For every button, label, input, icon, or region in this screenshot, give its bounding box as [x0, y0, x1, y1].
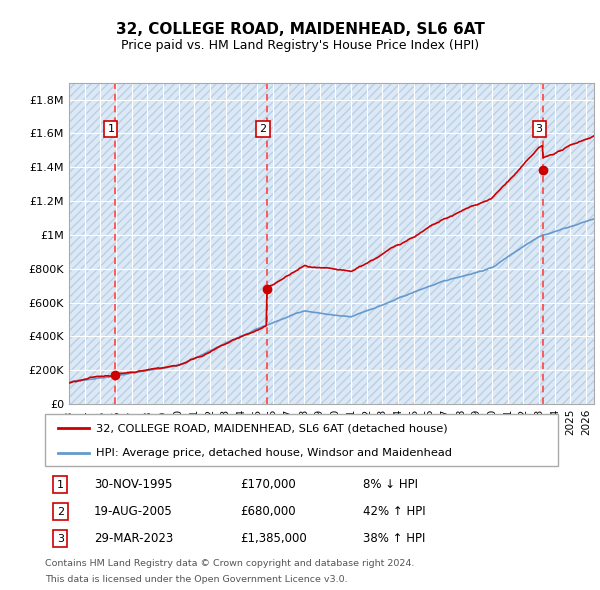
- Text: 19-AUG-2005: 19-AUG-2005: [94, 505, 172, 518]
- Text: Contains HM Land Registry data © Crown copyright and database right 2024.: Contains HM Land Registry data © Crown c…: [45, 559, 415, 568]
- Text: HPI: Average price, detached house, Windsor and Maidenhead: HPI: Average price, detached house, Wind…: [97, 448, 452, 458]
- Text: 3: 3: [57, 533, 64, 543]
- Text: 3: 3: [536, 124, 542, 134]
- Text: 38% ↑ HPI: 38% ↑ HPI: [363, 532, 425, 545]
- Text: 30-NOV-1995: 30-NOV-1995: [94, 478, 172, 491]
- Text: 1: 1: [107, 124, 115, 134]
- Text: 2: 2: [57, 507, 64, 517]
- Text: 8% ↓ HPI: 8% ↓ HPI: [363, 478, 418, 491]
- Text: £680,000: £680,000: [240, 505, 296, 518]
- Text: Price paid vs. HM Land Registry's House Price Index (HPI): Price paid vs. HM Land Registry's House …: [121, 39, 479, 52]
- Text: 32, COLLEGE ROAD, MAIDENHEAD, SL6 6AT (detached house): 32, COLLEGE ROAD, MAIDENHEAD, SL6 6AT (d…: [97, 423, 448, 433]
- Text: 2: 2: [259, 124, 266, 134]
- Text: This data is licensed under the Open Government Licence v3.0.: This data is licensed under the Open Gov…: [45, 575, 347, 584]
- Text: 29-MAR-2023: 29-MAR-2023: [94, 532, 173, 545]
- Text: 1: 1: [57, 480, 64, 490]
- Text: £170,000: £170,000: [240, 478, 296, 491]
- Text: 42% ↑ HPI: 42% ↑ HPI: [363, 505, 425, 518]
- FancyBboxPatch shape: [45, 414, 558, 466]
- Text: 32, COLLEGE ROAD, MAIDENHEAD, SL6 6AT: 32, COLLEGE ROAD, MAIDENHEAD, SL6 6AT: [116, 22, 484, 37]
- Text: £1,385,000: £1,385,000: [240, 532, 307, 545]
